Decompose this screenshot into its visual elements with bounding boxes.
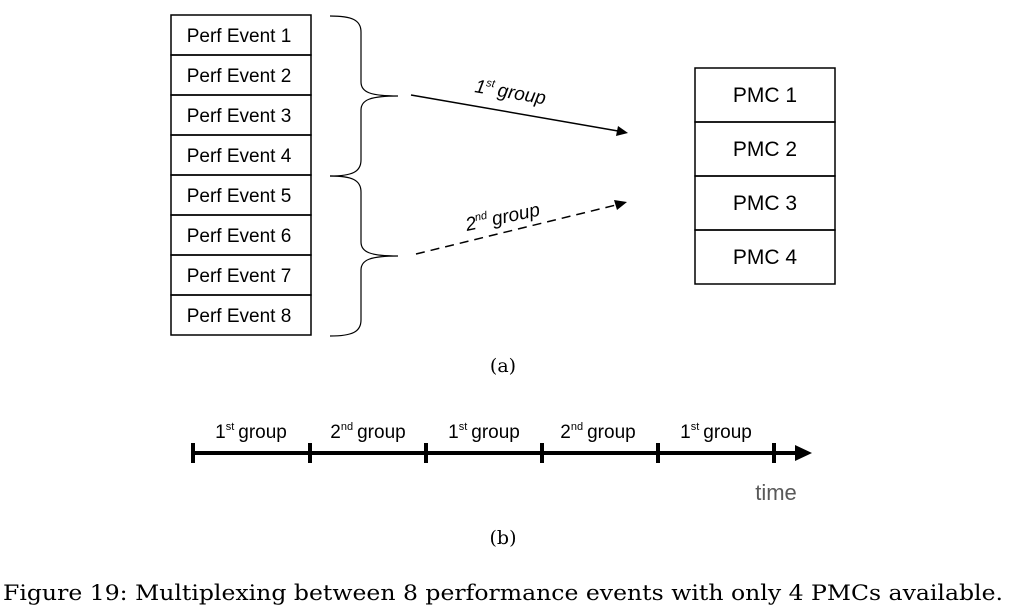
first-group-arrow bbox=[410, 94, 619, 132]
perf-event-label-6: Perf Event 6 bbox=[187, 226, 292, 247]
timeline-segment-label-3: 1st group bbox=[448, 421, 520, 443]
subfigure-b-label: (b) bbox=[490, 527, 517, 549]
perf-event-label-2: Perf Event 2 bbox=[187, 66, 292, 87]
second-group-arrowhead bbox=[614, 200, 627, 210]
pmc-label-4: PMC 4 bbox=[733, 246, 798, 269]
first-group-arrow-label: 1stgroup bbox=[473, 75, 547, 109]
pmc-label-1: PMC 1 bbox=[733, 84, 797, 107]
perf-event-label-7: Perf Event 7 bbox=[187, 266, 292, 287]
timeline-segment-label-4: 2nd group bbox=[560, 421, 635, 443]
second-group-arrow-label: 2ndgroup bbox=[462, 199, 541, 236]
perf-event-box-8 bbox=[170, 294, 312, 336]
perf-event-label-5: Perf Event 5 bbox=[187, 186, 292, 207]
timeline-arrowhead bbox=[795, 445, 812, 461]
second-group-arrow bbox=[415, 204, 617, 255]
brace-second-group bbox=[329, 175, 399, 337]
pmc-list bbox=[694, 67, 836, 285]
first-group-arrowhead bbox=[616, 126, 628, 136]
timeline-axis-label: time bbox=[755, 480, 797, 505]
subfigure-a-label: (a) bbox=[490, 355, 516, 377]
timeline-segment-label-2: 2nd group bbox=[330, 421, 405, 443]
perf-event-label-8: Perf Event 8 bbox=[187, 306, 292, 327]
perf-event-list bbox=[170, 14, 312, 336]
pmc-label-3: PMC 3 bbox=[733, 192, 797, 215]
pmc-box-4 bbox=[694, 229, 836, 285]
perf-event-label-4: Perf Event 4 bbox=[187, 146, 292, 167]
pmc-label-2: PMC 2 bbox=[733, 138, 797, 161]
perf-event-label-3: Perf Event 3 bbox=[187, 106, 292, 127]
brace-first-group bbox=[329, 15, 399, 177]
perf-event-label-1: Perf Event 1 bbox=[187, 26, 292, 47]
timeline-segment-label-5: 1st group bbox=[680, 421, 752, 443]
timeline-segment-label-1: 1st group bbox=[215, 421, 287, 443]
figure-caption: Figure 19: Multiplexing between 8 perfor… bbox=[3, 581, 1003, 605]
